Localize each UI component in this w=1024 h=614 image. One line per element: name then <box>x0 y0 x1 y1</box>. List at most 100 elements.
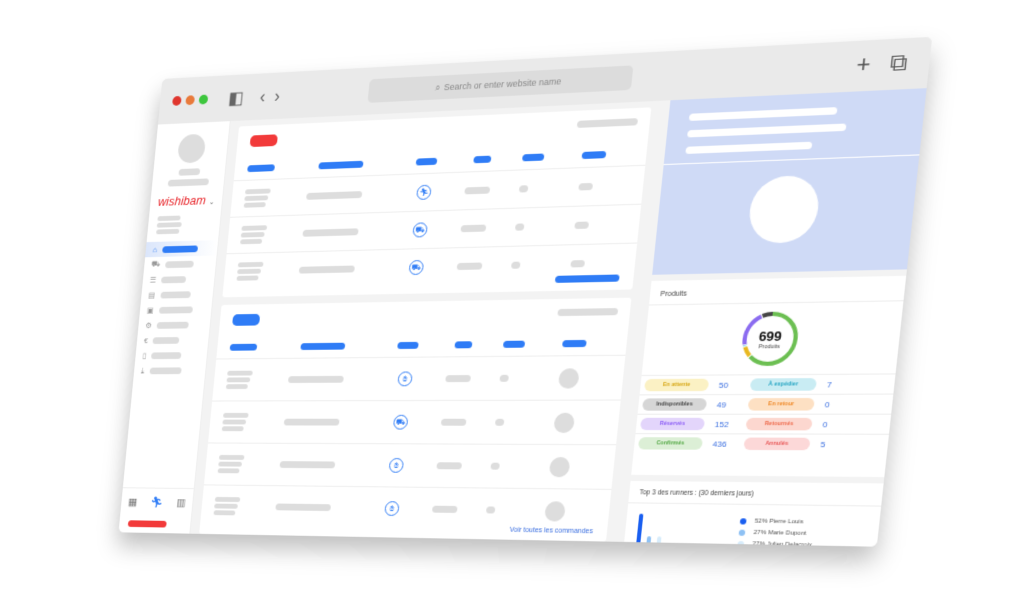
runners-bar-chart <box>634 513 662 547</box>
placeholder <box>244 195 269 202</box>
column-header[interactable] <box>522 152 545 161</box>
nav-item-finance[interactable]: € <box>136 332 209 348</box>
chart-icon[interactable]: ▥ <box>175 497 187 509</box>
column-header[interactable] <box>562 339 587 347</box>
search-icon: ⌕ <box>434 81 441 93</box>
column-header[interactable] <box>415 157 438 166</box>
address-bar[interactable]: ⌕ Search or enter website name <box>367 65 634 103</box>
avatar <box>176 133 206 164</box>
status-badge <box>249 134 278 148</box>
column-header[interactable] <box>581 150 607 159</box>
close-window-button[interactable] <box>172 95 182 106</box>
cart-icon: ⛟ <box>151 259 161 269</box>
nav-item-list[interactable]: ☰ <box>142 271 215 288</box>
user-role-placeholder <box>167 178 209 187</box>
status-row: Réservés 152 Retournés 0 <box>635 413 892 434</box>
products-total-label: Produits <box>758 343 781 350</box>
status-pill[interactable]: En retour <box>747 397 815 411</box>
status-count: 152 <box>714 419 730 429</box>
placeholder <box>157 215 181 222</box>
nav-item-cart[interactable]: ⛟ <box>144 255 217 272</box>
runners-title: Top 3 des runners : (30 derniers jours) <box>628 480 884 507</box>
placeholder <box>298 265 355 274</box>
runner-legend-item: 27% Julien Delacroix <box>737 540 877 547</box>
table-row[interactable]: ✋︎ <box>199 484 612 534</box>
runner-icon[interactable]: 🏃︎ <box>150 497 164 509</box>
runner-bar <box>654 536 662 547</box>
status-pill[interactable]: À expédier <box>749 378 817 391</box>
nav-item-download[interactable]: ⤓ <box>133 362 206 378</box>
store-icon[interactable]: ▦ <box>127 496 138 509</box>
sidebar-toggle-icon[interactable]: ◧ <box>227 87 245 108</box>
column-header[interactable] <box>247 163 276 172</box>
placeholder <box>436 462 463 470</box>
runner-legend-item: 52% Pierre Louis <box>739 518 880 526</box>
placeholder <box>460 224 487 233</box>
status-pill[interactable]: Retournés <box>745 417 813 431</box>
table-row[interactable]: ✋︎ <box>212 354 626 401</box>
hand-icon: ✋︎ <box>397 371 413 387</box>
legend-dot <box>738 529 746 536</box>
forward-icon[interactable]: › <box>273 85 281 106</box>
placeholder <box>574 221 590 230</box>
nav-item-box[interactable]: ▣ <box>139 301 212 317</box>
nav-item-file[interactable]: ▤ <box>141 286 214 303</box>
placeholder <box>214 496 241 503</box>
placeholder <box>218 461 243 467</box>
placeholder <box>283 418 340 426</box>
orders-panel-top: 🏃︎ ⛟ ⛟ <box>222 107 652 298</box>
column-header[interactable] <box>229 343 258 351</box>
column-header[interactable] <box>454 340 473 348</box>
placeholder <box>225 384 248 390</box>
truck-icon: ⛟ <box>408 259 425 276</box>
minimize-window-button[interactable] <box>185 95 196 106</box>
status-pill[interactable]: Annulés <box>743 437 811 451</box>
placeholder <box>494 418 505 426</box>
placeholder <box>578 182 594 191</box>
placeholder <box>431 505 458 513</box>
placeholder <box>240 238 263 245</box>
tabs-overview-icon[interactable]: ⧉ <box>888 48 909 77</box>
column-header[interactable] <box>318 160 364 169</box>
thumbnail <box>557 367 580 389</box>
column-header[interactable] <box>473 155 492 163</box>
view-all-orders-link[interactable]: Voir toutes les commandes <box>509 526 594 536</box>
status-pill[interactable]: En attente <box>644 378 710 392</box>
placeholder <box>156 228 180 235</box>
status-pill[interactable]: Réservés <box>639 417 706 431</box>
logout-button[interactable] <box>127 520 167 528</box>
runner-label: 27% Julien Delacroix <box>751 541 813 547</box>
maximize-window-button[interactable] <box>198 94 209 105</box>
placeholder <box>221 426 244 432</box>
column-header[interactable] <box>300 342 346 350</box>
table-row[interactable]: ✋︎ <box>203 442 617 489</box>
column-header[interactable] <box>397 341 419 349</box>
nav-item-documents[interactable]: ▯ <box>135 347 208 363</box>
status-pill[interactable]: Indisponibles <box>641 398 708 411</box>
placeholder <box>240 232 265 238</box>
placeholder <box>279 461 336 469</box>
status-badge <box>232 313 261 326</box>
document-icon: ▯ <box>142 351 147 360</box>
placeholder <box>687 123 847 138</box>
logo: wishibam <box>157 192 207 209</box>
see-more-button[interactable] <box>554 274 620 283</box>
nav-item-settings[interactable]: ⚙ <box>138 317 211 333</box>
table-row[interactable]: ⛟ <box>208 399 621 445</box>
status-count: 5 <box>820 439 826 449</box>
legend-dot <box>737 540 745 547</box>
placeholder <box>161 275 187 283</box>
column-header[interactable] <box>502 340 526 348</box>
placeholder <box>306 191 363 200</box>
download-icon: ⤓ <box>140 365 145 375</box>
placeholder <box>149 366 182 374</box>
new-tab-icon[interactable]: + <box>855 50 872 78</box>
placeholder <box>464 186 491 195</box>
brand-switcher[interactable]: wishibam ⌄ <box>150 192 223 209</box>
back-icon[interactable]: ‹ <box>259 86 267 106</box>
placeholder <box>159 290 191 299</box>
placeholder <box>244 188 271 195</box>
placeholder <box>223 412 249 418</box>
status-pill[interactable]: Confirmés <box>637 437 703 450</box>
placeholder <box>214 503 238 509</box>
